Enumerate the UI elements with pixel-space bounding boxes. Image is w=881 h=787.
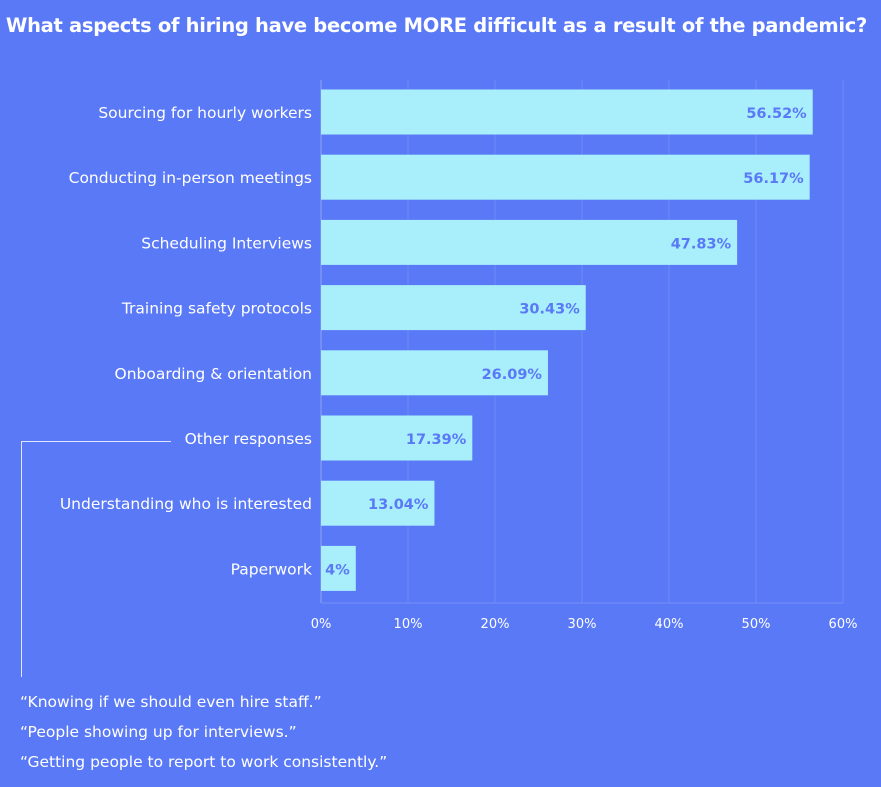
bar bbox=[321, 285, 586, 331]
category-label: Paperwork bbox=[231, 560, 312, 578]
category-label: Understanding who is interested bbox=[60, 495, 312, 513]
quote-2: “People showing up for interviews.” bbox=[20, 723, 297, 741]
category-label: Onboarding & orientation bbox=[115, 365, 312, 383]
bar bbox=[321, 545, 356, 591]
bar-data-label: 56.17% bbox=[743, 171, 804, 187]
bar-data-label: 47.83% bbox=[671, 236, 732, 252]
other-responses-quotes: “Knowing if we should even hire staff.” … bbox=[20, 687, 387, 777]
chart-title: What aspects of hiring have become MORE … bbox=[5, 14, 867, 37]
bar bbox=[321, 415, 473, 461]
quote-1: “Knowing if we should even hire staff.” bbox=[20, 693, 322, 711]
category-label: Conducting in-person meetings bbox=[69, 169, 312, 187]
callout-bracket-line bbox=[21, 441, 22, 677]
category-label: Sourcing for hourly workers bbox=[98, 104, 312, 122]
category-label: Scheduling Interviews bbox=[141, 234, 312, 252]
bar-data-label: 30.43% bbox=[519, 302, 580, 318]
category-label: Other responses bbox=[185, 430, 312, 448]
x-tick-label: 20% bbox=[481, 617, 510, 632]
bar-data-label: 56.52% bbox=[746, 106, 807, 122]
x-tick-label: 30% bbox=[568, 617, 597, 632]
bar bbox=[321, 350, 548, 396]
bar-data-label: 13.04% bbox=[368, 497, 429, 513]
x-tick-label: 60% bbox=[829, 617, 858, 632]
bar bbox=[321, 89, 813, 135]
bar bbox=[321, 219, 738, 265]
x-tick-label: 0% bbox=[311, 617, 332, 632]
category-label: Training safety protocols bbox=[121, 300, 312, 318]
bar bbox=[321, 154, 810, 200]
quote-3: “Getting people to report to work consis… bbox=[20, 753, 388, 771]
bar-data-label: 26.09% bbox=[482, 367, 543, 383]
x-tick-label: 40% bbox=[655, 617, 684, 632]
x-tick-label: 50% bbox=[742, 617, 771, 632]
bar-chart: 0% 10% 20% 30% 40% 50% 60% 56.52% Sourcing for h… bbox=[60, 80, 858, 632]
x-tick-label: 10% bbox=[394, 617, 423, 632]
bar-data-label: 4% bbox=[325, 562, 350, 578]
callout-bracket-connector bbox=[21, 441, 171, 442]
bar bbox=[321, 480, 435, 526]
bar-data-label: 17.39% bbox=[406, 432, 467, 448]
